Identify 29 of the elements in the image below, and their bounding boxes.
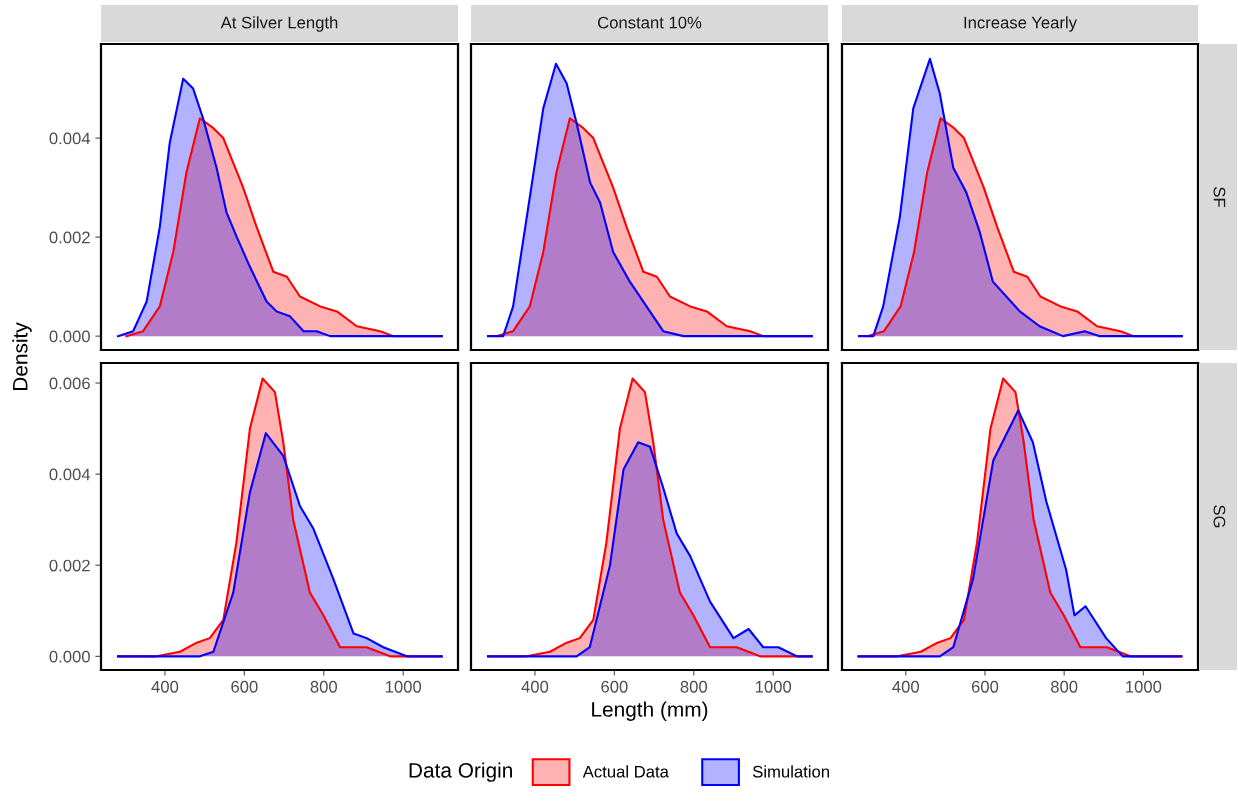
y-tick-label: 0.006	[49, 377, 90, 390]
y-tick-label: 0.000	[49, 330, 90, 343]
y-tick-label: 0.004	[49, 468, 91, 481]
x-tick-label: 1000	[1126, 680, 1162, 693]
y2-axis-title: SF	[1213, 187, 1226, 207]
x-tick-label: 600	[231, 680, 258, 693]
chart-title: Constant 10%	[598, 16, 702, 29]
x-tick-label: 800	[310, 680, 338, 693]
y-tick-label: 0.004	[49, 132, 91, 145]
y-axis-title: Density	[12, 322, 32, 391]
x-tick-label: 400	[151, 680, 179, 693]
legend-label: Simulation	[753, 765, 829, 778]
x-tick-label: 1000	[385, 680, 422, 693]
x-axis-title: Length (mm)	[592, 701, 708, 721]
x-tick-label: 600	[601, 680, 628, 693]
y-tick-label: 0.002	[49, 231, 90, 244]
x-tick-label: 400	[892, 680, 920, 693]
legend-title: Data Origin	[409, 762, 512, 782]
legend-label: Actual Data	[582, 765, 669, 778]
x-tick-label: 800	[1050, 680, 1078, 693]
chart-title: At Silver Length	[220, 16, 338, 32]
x-tick-label: 1000	[755, 680, 792, 693]
y2-axis-title: SG	[1213, 505, 1226, 528]
x-tick-label: 800	[680, 680, 708, 693]
x-tick-label: 400	[521, 680, 549, 693]
chart-title: Increase Yearly	[964, 16, 1077, 32]
x-tick-label: 600	[971, 680, 999, 693]
y-tick-label: 0.002	[49, 559, 90, 572]
y-tick-label: 0.000	[49, 650, 90, 663]
